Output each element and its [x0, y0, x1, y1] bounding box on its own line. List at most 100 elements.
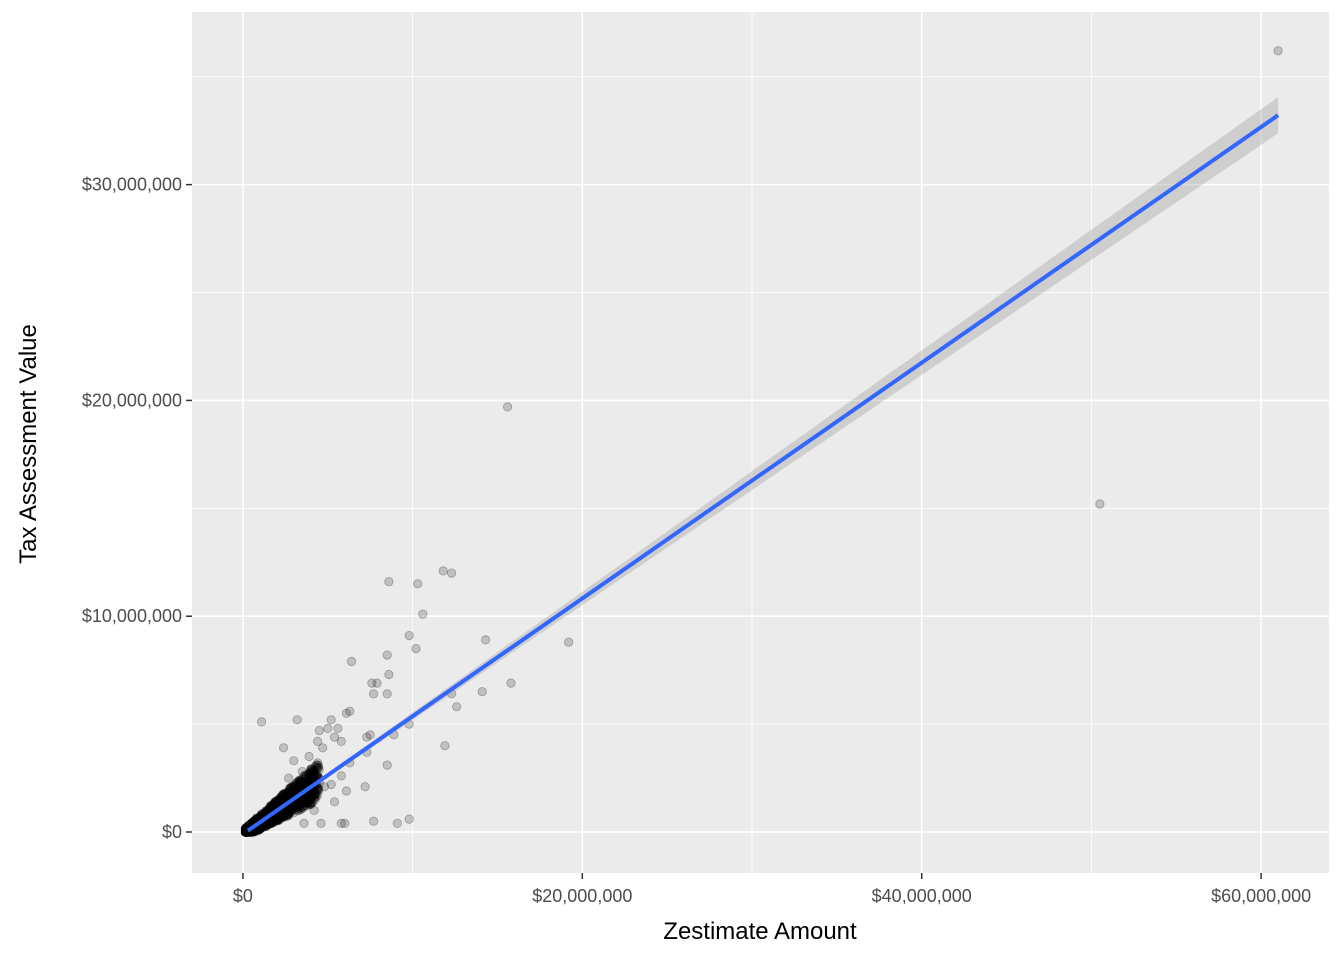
data-point [282, 808, 293, 818]
data-point [254, 825, 264, 835]
data-point [310, 768, 320, 778]
data-point [307, 773, 317, 783]
data-point [296, 777, 307, 787]
data-point [290, 800, 300, 810]
data-point [284, 805, 294, 816]
y-tick-label: $30,000,000 [82, 175, 182, 195]
data-point [303, 792, 314, 803]
y-axis-ticks: $0 $10,000,000 $20,000,000 $30,000,000 [82, 175, 192, 842]
data-point [404, 630, 414, 641]
data-point [316, 818, 326, 829]
data-point [297, 799, 307, 809]
data-point [314, 762, 324, 772]
data-point [310, 772, 321, 782]
data-point [276, 812, 286, 822]
data-point [295, 776, 306, 786]
data-point [309, 789, 320, 800]
data-point [257, 809, 267, 819]
grid-minor [192, 12, 1329, 873]
data-point [299, 793, 309, 804]
data-point [285, 783, 296, 793]
data-point [279, 788, 289, 799]
data-point [275, 814, 286, 824]
data-point [265, 818, 275, 828]
data-point [313, 785, 324, 796]
data-point [304, 769, 314, 780]
data-point [280, 791, 290, 802]
data-point [308, 791, 318, 801]
data-point [261, 821, 272, 831]
data-point [314, 765, 324, 775]
data-point [302, 770, 312, 780]
data-point [307, 764, 317, 774]
data-point [265, 818, 275, 828]
data-point [285, 783, 295, 793]
data-point [268, 817, 278, 827]
data-point [295, 775, 305, 785]
data-point [307, 798, 318, 808]
data-point [278, 789, 288, 799]
data-point [312, 760, 322, 771]
data-point [283, 810, 294, 821]
data-point [301, 796, 311, 807]
data-point [313, 760, 323, 770]
data-point [360, 782, 370, 792]
data-point [367, 678, 377, 688]
data-point [294, 803, 305, 814]
data-point [286, 785, 296, 795]
data-point [266, 818, 276, 829]
data-point [309, 768, 319, 779]
data-point [267, 802, 277, 813]
data-point [302, 797, 312, 808]
data-point [304, 774, 314, 785]
data-point [303, 797, 314, 807]
data-point [312, 769, 322, 779]
data-point [301, 771, 311, 781]
data-point [302, 794, 312, 804]
data-point [384, 577, 394, 587]
data-point [289, 800, 299, 811]
data-point [259, 822, 269, 832]
data-point [304, 790, 314, 800]
data-point [285, 807, 295, 817]
data-point [308, 787, 319, 798]
data-point [261, 805, 272, 816]
data-point [281, 788, 291, 799]
data-point [306, 788, 316, 799]
data-point [294, 801, 304, 811]
data-point [278, 812, 288, 822]
regression-fit [246, 97, 1280, 833]
data-point [286, 783, 296, 793]
data-point [310, 765, 320, 776]
data-point [305, 798, 315, 808]
data-point [294, 798, 304, 809]
data-point [313, 763, 323, 773]
data-point [290, 781, 300, 791]
data-point [284, 773, 294, 783]
data-point [288, 785, 299, 795]
data-point [308, 766, 319, 776]
data-point [304, 798, 314, 808]
data-point [284, 783, 295, 794]
data-point [306, 798, 316, 808]
data-point [287, 782, 297, 792]
data-point [382, 689, 392, 699]
data-point [277, 811, 287, 822]
data-point [298, 776, 308, 787]
data-point [336, 736, 346, 747]
data-point [267, 800, 277, 811]
data-point [289, 756, 299, 766]
data-point [287, 782, 297, 792]
data-point [286, 806, 297, 816]
data-point [287, 786, 298, 796]
data-point [304, 800, 315, 810]
data-point [274, 796, 285, 807]
data-point [292, 715, 302, 725]
data-point [290, 803, 300, 813]
data-point [268, 801, 278, 811]
data-point [272, 797, 283, 807]
data-point [265, 817, 275, 827]
data-point [297, 766, 307, 777]
data-point [272, 814, 282, 824]
data-point [290, 779, 301, 790]
